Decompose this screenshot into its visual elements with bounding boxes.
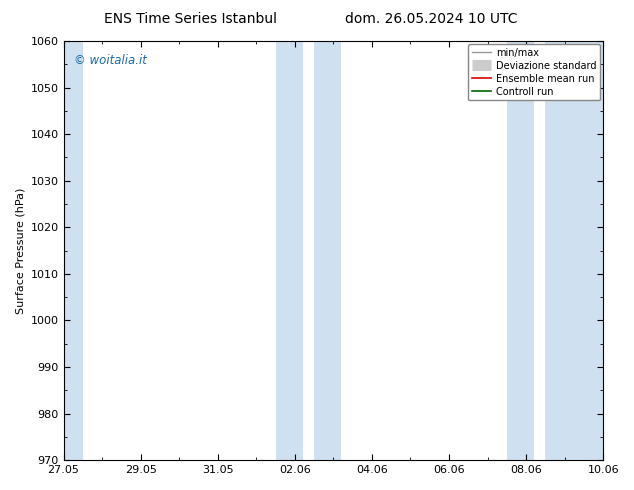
Bar bbox=[276, 41, 302, 460]
Text: © woitalia.it: © woitalia.it bbox=[74, 53, 147, 67]
Bar bbox=[545, 41, 607, 460]
Legend: min/max, Deviazione standard, Ensemble mean run, Controll run: min/max, Deviazione standard, Ensemble m… bbox=[468, 44, 600, 100]
Y-axis label: Surface Pressure (hPa): Surface Pressure (hPa) bbox=[15, 187, 25, 314]
Bar bbox=[60, 41, 83, 460]
Text: dom. 26.05.2024 10 UTC: dom. 26.05.2024 10 UTC bbox=[345, 12, 517, 26]
Bar bbox=[314, 41, 341, 460]
Bar bbox=[507, 41, 534, 460]
Text: ENS Time Series Istanbul: ENS Time Series Istanbul bbox=[104, 12, 276, 26]
